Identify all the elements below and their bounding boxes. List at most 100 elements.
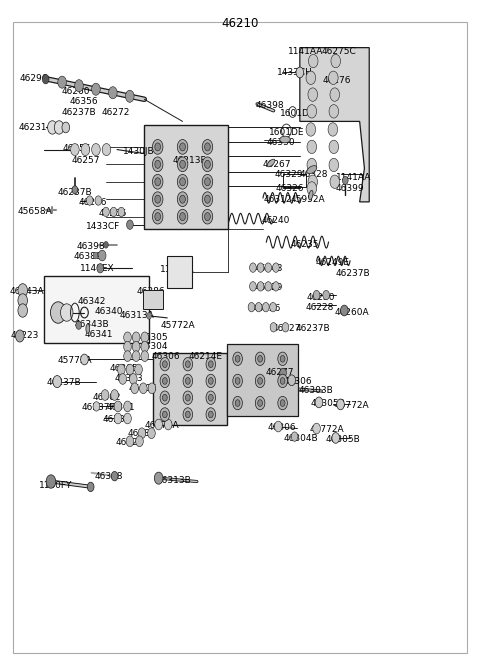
Circle shape xyxy=(87,482,94,492)
Text: 46301: 46301 xyxy=(107,403,135,412)
Circle shape xyxy=(155,143,160,151)
Circle shape xyxy=(127,220,133,229)
Circle shape xyxy=(258,378,263,384)
Circle shape xyxy=(160,374,169,388)
Ellipse shape xyxy=(86,324,90,333)
Text: 46313A: 46313A xyxy=(120,310,154,320)
Circle shape xyxy=(114,413,122,424)
Circle shape xyxy=(208,361,213,368)
Text: 46306: 46306 xyxy=(129,384,157,393)
Circle shape xyxy=(140,383,147,394)
Circle shape xyxy=(76,321,82,329)
Circle shape xyxy=(111,472,118,481)
Circle shape xyxy=(275,421,282,432)
Circle shape xyxy=(183,408,192,421)
Circle shape xyxy=(308,175,318,188)
Text: 46237B: 46237B xyxy=(62,108,96,116)
Circle shape xyxy=(255,396,265,410)
Text: 1601DE: 1601DE xyxy=(280,109,315,118)
Circle shape xyxy=(86,196,93,205)
Text: 1433CH: 1433CH xyxy=(277,68,313,77)
Circle shape xyxy=(124,413,132,424)
Text: 46214E: 46214E xyxy=(189,351,223,361)
Circle shape xyxy=(323,290,329,300)
Circle shape xyxy=(135,364,143,375)
Circle shape xyxy=(53,376,61,388)
Text: 46280: 46280 xyxy=(128,429,156,438)
Circle shape xyxy=(75,80,84,92)
Circle shape xyxy=(136,436,144,447)
Circle shape xyxy=(81,144,90,156)
Circle shape xyxy=(60,304,73,321)
Text: 46326: 46326 xyxy=(276,184,304,193)
Text: 46265: 46265 xyxy=(99,210,127,218)
Circle shape xyxy=(183,391,192,405)
Text: 45772A: 45772A xyxy=(310,425,345,434)
Circle shape xyxy=(118,364,125,375)
Circle shape xyxy=(328,71,338,85)
Circle shape xyxy=(103,207,109,216)
Circle shape xyxy=(162,361,167,368)
Circle shape xyxy=(342,176,348,184)
Circle shape xyxy=(202,140,213,155)
Text: 46313B: 46313B xyxy=(157,476,192,485)
Circle shape xyxy=(126,436,134,447)
Circle shape xyxy=(340,305,348,316)
Text: 46222: 46222 xyxy=(116,438,144,447)
Text: 46343B: 46343B xyxy=(75,320,109,329)
Circle shape xyxy=(250,263,256,272)
Circle shape xyxy=(132,351,140,362)
Circle shape xyxy=(177,209,188,224)
Circle shape xyxy=(141,351,149,362)
Text: 46275C: 46275C xyxy=(322,47,356,56)
Text: 46305B: 46305B xyxy=(311,399,346,408)
Circle shape xyxy=(177,157,188,172)
Circle shape xyxy=(130,374,137,384)
Circle shape xyxy=(92,144,100,156)
Circle shape xyxy=(162,394,167,401)
Circle shape xyxy=(148,383,156,394)
Circle shape xyxy=(155,472,163,485)
Circle shape xyxy=(177,174,188,189)
Circle shape xyxy=(48,121,57,134)
Circle shape xyxy=(15,330,24,342)
Text: 1140ER: 1140ER xyxy=(159,265,194,274)
Text: 46240: 46240 xyxy=(262,216,290,225)
Circle shape xyxy=(155,419,162,430)
Text: 46223: 46223 xyxy=(10,331,39,341)
Circle shape xyxy=(282,323,289,332)
Text: 46386: 46386 xyxy=(137,287,165,296)
Text: 46305: 46305 xyxy=(140,333,168,342)
Circle shape xyxy=(42,75,49,84)
Text: 46329: 46329 xyxy=(275,170,303,179)
Circle shape xyxy=(108,87,117,99)
Text: 45772A: 45772A xyxy=(57,356,92,366)
Circle shape xyxy=(204,161,210,169)
Circle shape xyxy=(328,123,337,136)
Text: 46248: 46248 xyxy=(254,265,283,274)
Circle shape xyxy=(141,332,149,343)
Text: 46228: 46228 xyxy=(306,302,335,312)
Circle shape xyxy=(131,383,139,394)
Circle shape xyxy=(155,212,160,220)
Text: 46343A: 46343A xyxy=(9,286,44,296)
Text: 1140EX: 1140EX xyxy=(80,265,114,274)
Text: 1601DE: 1601DE xyxy=(269,128,304,137)
Bar xyxy=(153,353,227,425)
Circle shape xyxy=(313,290,320,300)
Circle shape xyxy=(307,159,317,172)
Circle shape xyxy=(202,174,213,189)
Text: 46235: 46235 xyxy=(291,240,319,249)
Circle shape xyxy=(208,394,213,401)
Circle shape xyxy=(177,140,188,155)
Bar xyxy=(44,276,149,343)
Circle shape xyxy=(204,195,210,203)
Circle shape xyxy=(270,302,276,312)
Circle shape xyxy=(206,374,216,388)
Circle shape xyxy=(132,332,140,343)
Circle shape xyxy=(110,207,117,216)
Circle shape xyxy=(255,352,265,366)
Circle shape xyxy=(291,432,298,442)
Polygon shape xyxy=(300,48,369,202)
Circle shape xyxy=(98,250,106,261)
